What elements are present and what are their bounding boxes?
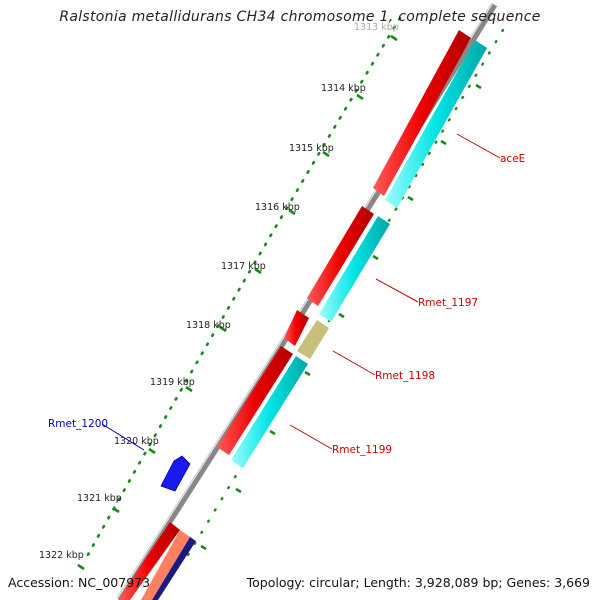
gene-rmet-1198-forward [284,310,309,346]
scale-label: 1318 kbp [186,320,231,331]
reverse-genes [231,40,487,468]
accession-label: Accession: NC_007973 [8,575,151,590]
gene-rmet-1199-forward [217,346,293,455]
gene-rmet-1197-forward [307,206,374,306]
gene-label-rmet-1200: Rmet_1200 [48,418,108,430]
gene-labels: aceE Rmet_1197 Rmet_1198 Rmet_1199 Rmet_… [48,153,525,456]
scale-label: 1319 kbp [150,377,195,388]
scale-track [83,16,402,562]
gene-ticks [200,83,482,551]
scale-label: 1322 kbp [39,550,84,561]
scale-labels: 1313 kbp 1314 kbp 1315 kbp 1316 kbp 1317… [39,22,399,561]
gene-acee-reverse [385,40,487,208]
gene-label-rmet-1197: Rmet_1197 [418,297,478,309]
gene-label-rmet-1199: Rmet_1199 [332,444,392,456]
scale-ticks [77,34,398,571]
label-leaders [101,133,501,451]
forward-genes [118,30,471,600]
map-title: Ralstonia metallidurans CH34 chromosome … [59,9,541,25]
gene-label-acee: aceE [500,153,525,165]
gene-lower-navy [152,537,196,600]
gene-acee-forward [373,30,471,196]
genome-summary: Topology: circular; Length: 3,928,089 bp… [246,575,590,590]
gene-rmet-1199-reverse [231,356,308,468]
scale-label: 1315 kbp [289,143,334,154]
scale-label: 1317 kbp [221,261,266,272]
gene-rmet-1198-other [297,320,329,359]
scale-label: 1320 kbp [114,436,159,447]
gene-rmet-1197-reverse [319,216,390,322]
scale-label: 1316 kbp [255,202,300,213]
scale-label: 1314 kbp [321,83,366,94]
scale-label: 1313 kbp [354,22,399,33]
gene-label-rmet-1198: Rmet_1198 [375,370,435,382]
scale-label: 1321 kbp [77,493,122,504]
gene-lower-salmon [141,530,190,600]
gene-lower-forward [118,522,180,600]
gene-rmet-1200 [160,455,191,492]
